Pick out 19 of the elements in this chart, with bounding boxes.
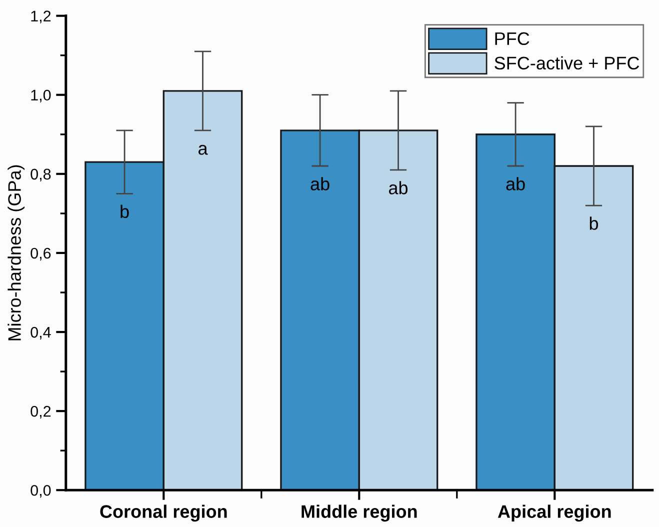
data-label: ab <box>310 177 330 190</box>
x-tick-label: Coronal region <box>100 504 227 522</box>
y-tick-label: 0,8 <box>30 168 51 182</box>
data-label: ab <box>506 177 525 190</box>
y-tick-label: 0,0 <box>30 484 51 498</box>
y-tick-label: 0,6 <box>30 248 51 260</box>
x-tick-label: Middle region <box>302 504 417 522</box>
data-label: b <box>590 216 598 230</box>
x-tick-label: Apical region <box>498 504 611 522</box>
legend-label: SFC-active + PFC <box>494 56 640 70</box>
y-tick-label: 0,2 <box>30 406 51 419</box>
data-label: ab <box>388 181 408 194</box>
data-label: a <box>198 144 208 155</box>
y-axis-title: Micro-hardness (GPa) <box>8 165 25 340</box>
data-label: b <box>120 204 129 218</box>
y-tick-label: 1,0 <box>31 90 51 102</box>
y-tick-label: 1,2 <box>31 10 51 24</box>
y-tick-label: 0,4 <box>30 326 51 340</box>
legend-label: PFC <box>495 32 530 46</box>
